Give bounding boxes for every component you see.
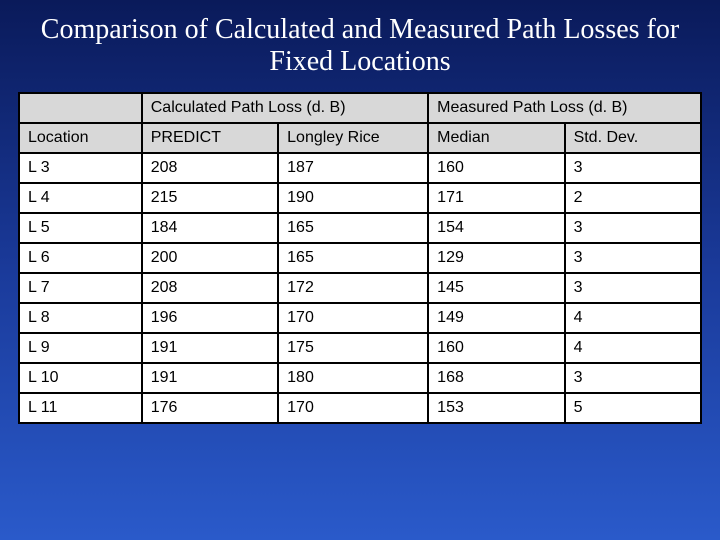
cell-predict: 200 [142,243,278,273]
column-header-row: Location PREDICT Longley Rice Median Std… [19,123,701,153]
cell-location: L 3 [19,153,142,183]
cell-longley: 172 [278,273,428,303]
cell-predict: 196 [142,303,278,333]
table-row: L 5 184 165 154 3 [19,213,701,243]
cell-longley: 170 [278,303,428,333]
slide: Comparison of Calculated and Measured Pa… [0,0,720,540]
cell-longley: 190 [278,183,428,213]
table-row: L 11 176 170 153 5 [19,393,701,423]
table-row: L 10 191 180 168 3 [19,363,701,393]
measured-group-header: Measured Path Loss (d. B) [428,93,701,123]
cell-longley: 165 [278,243,428,273]
slide-title: Comparison of Calculated and Measured Pa… [18,14,702,78]
cell-location: L 9 [19,333,142,363]
cell-location: L 10 [19,363,142,393]
cell-predict: 191 [142,333,278,363]
cell-stddev: 4 [565,333,701,363]
cell-predict: 208 [142,153,278,183]
cell-longley: 175 [278,333,428,363]
col-location: Location [19,123,142,153]
cell-stddev: 3 [565,243,701,273]
table-row: L 4 215 190 171 2 [19,183,701,213]
cell-longley: 170 [278,393,428,423]
cell-predict: 208 [142,273,278,303]
group-header-row: Calculated Path Loss (d. B) Measured Pat… [19,93,701,123]
path-loss-table: Calculated Path Loss (d. B) Measured Pat… [18,92,702,424]
cell-median: 160 [428,153,564,183]
cell-location: L 7 [19,273,142,303]
cell-median: 153 [428,393,564,423]
cell-predict: 184 [142,213,278,243]
table-row: L 6 200 165 129 3 [19,243,701,273]
cell-predict: 176 [142,393,278,423]
cell-median: 145 [428,273,564,303]
cell-longley: 180 [278,363,428,393]
cell-stddev: 2 [565,183,701,213]
cell-predict: 215 [142,183,278,213]
col-predict: PREDICT [142,123,278,153]
cell-stddev: 3 [565,363,701,393]
cell-location: L 11 [19,393,142,423]
cell-predict: 191 [142,363,278,393]
cell-median: 160 [428,333,564,363]
cell-longley: 187 [278,153,428,183]
table-row: L 9 191 175 160 4 [19,333,701,363]
cell-stddev: 3 [565,153,701,183]
blank-header-cell [19,93,142,123]
cell-median: 168 [428,363,564,393]
cell-location: L 4 [19,183,142,213]
cell-stddev: 4 [565,303,701,333]
cell-median: 171 [428,183,564,213]
col-std-dev: Std. Dev. [565,123,701,153]
cell-median: 149 [428,303,564,333]
cell-stddev: 5 [565,393,701,423]
cell-location: L 8 [19,303,142,333]
cell-longley: 165 [278,213,428,243]
cell-stddev: 3 [565,213,701,243]
cell-location: L 5 [19,213,142,243]
cell-median: 154 [428,213,564,243]
cell-location: L 6 [19,243,142,273]
col-median: Median [428,123,564,153]
cell-stddev: 3 [565,273,701,303]
cell-median: 129 [428,243,564,273]
table-row: L 8 196 170 149 4 [19,303,701,333]
col-longley-rice: Longley Rice [278,123,428,153]
table-row: L 7 208 172 145 3 [19,273,701,303]
calculated-group-header: Calculated Path Loss (d. B) [142,93,428,123]
table-row: L 3 208 187 160 3 [19,153,701,183]
